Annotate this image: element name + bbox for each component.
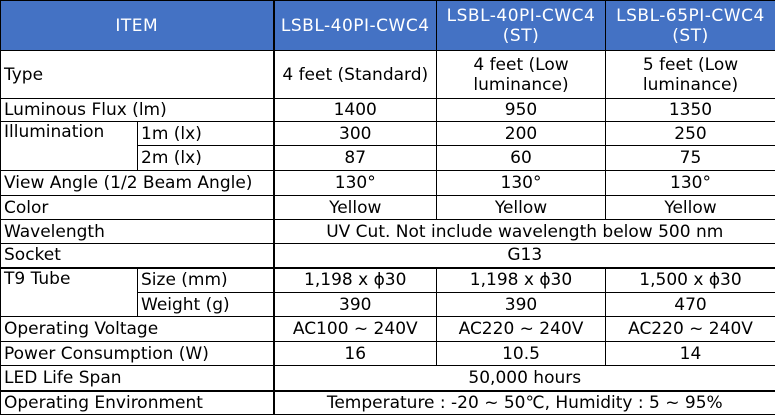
table-row: Luminous Flux (lm) 1400 950 1350 xyxy=(0,98,775,122)
cell: 250 xyxy=(605,121,775,146)
cell: 5 feet (Low luminance) xyxy=(605,50,775,99)
row-label: LED Life Span xyxy=(0,365,274,391)
row-label: View Angle (1/2 Beam Angle) xyxy=(0,170,274,196)
cell: 200 xyxy=(436,121,606,146)
row-label: Type xyxy=(0,50,274,99)
cell: 470 xyxy=(605,292,775,317)
row-label: Operating Voltage xyxy=(0,316,274,342)
cell: Yellow xyxy=(272,195,437,220)
table-row: Type 4 feet (Standard) 4 feet (Low lumin… xyxy=(0,50,775,99)
cell: 1,198 x ϕ30 xyxy=(436,267,606,293)
table-row: View Angle (1/2 Beam Angle) 130° 130° 13… xyxy=(0,170,775,196)
table-row: Color Yellow Yellow Yellow xyxy=(0,195,775,220)
cell: AC220 ~ 240V xyxy=(605,316,775,342)
table-row: 2m (lx) 87 60 75 xyxy=(1,145,775,171)
cell: 130° xyxy=(272,170,437,196)
cell: Temperature : -20 ~ 50℃, Humidity : 5 ~ … xyxy=(272,390,775,415)
table-row: Weight (g) 390 390 470 xyxy=(1,292,775,317)
cell: 75 xyxy=(605,145,775,171)
table-row: Wavelength UV Cut. Not include wavelengt… xyxy=(0,219,775,244)
cell: Yellow xyxy=(436,195,606,220)
cell: AC100 ~ 240V xyxy=(272,316,437,342)
cell: 390 xyxy=(436,292,606,317)
cell: G13 xyxy=(272,243,775,268)
table-row: Operating Environment Temperature : -20 … xyxy=(0,390,775,415)
cell: 14 xyxy=(605,341,775,366)
header-model-3: LSBL-65PI-CWC4 (ST) xyxy=(605,0,775,51)
table-row: LED Life Span 50,000 hours xyxy=(0,365,775,391)
table-row: T9 Tube Size (mm) 1,198 x ϕ30 1,198 x ϕ3… xyxy=(0,267,775,317)
row-label: Power Consumption (W) xyxy=(0,341,274,366)
sub-label: 1m (lx) xyxy=(137,121,274,146)
header-model-1: LSBL-40PI-CWC4 xyxy=(272,0,437,51)
table-row: Illumination 1m (lx) 300 200 250 xyxy=(0,121,775,171)
cell: AC220 ~ 240V xyxy=(436,316,606,342)
sub-label: Weight (g) xyxy=(137,292,274,317)
row-label: Operating Environment xyxy=(0,390,274,415)
cell: 16 xyxy=(272,341,437,366)
cell: UV Cut. Not include wavelength below 500… xyxy=(272,219,775,244)
header-item: ITEM xyxy=(0,0,274,51)
cell: 300 xyxy=(272,121,437,146)
cell: 87 xyxy=(272,145,437,171)
cell: Yellow xyxy=(605,195,775,220)
row-label: Socket xyxy=(0,243,274,268)
cell: 4 feet (Standard) xyxy=(272,50,437,99)
header-model-2: LSBL-40PI-CWC4 (ST) xyxy=(436,0,606,51)
sub-label: 2m (lx) xyxy=(137,145,274,171)
table-row: Socket G13 xyxy=(0,243,775,268)
cell: 60 xyxy=(436,145,606,171)
cell: 50,000 hours xyxy=(272,365,775,391)
row-label: Wavelength xyxy=(0,219,274,244)
table-row: Power Consumption (W) 16 10.5 14 xyxy=(0,341,775,366)
cell: 10.5 xyxy=(436,341,606,366)
cell: 1,198 x ϕ30 xyxy=(272,267,437,293)
table-row: Operating Voltage AC100 ~ 240V AC220 ~ 2… xyxy=(0,316,775,342)
row-label: Illumination xyxy=(0,121,138,171)
cell: 130° xyxy=(436,170,606,196)
cell: 1,500 x ϕ30 xyxy=(605,267,775,293)
cell: 130° xyxy=(605,170,775,196)
cell: 950 xyxy=(436,98,606,122)
cell: 1400 xyxy=(272,98,437,122)
cell: 4 feet (Low luminance) xyxy=(436,50,606,99)
row-label: Luminous Flux (lm) xyxy=(0,98,274,122)
row-label: Color xyxy=(0,195,274,220)
cell: 1350 xyxy=(605,98,775,122)
sub-label: Size (mm) xyxy=(137,267,274,293)
row-label: T9 Tube xyxy=(0,267,138,317)
cell: 390 xyxy=(272,292,437,317)
header-row: ITEM LSBL-40PI-CWC4 LSBL-40PI-CWC4 (ST) … xyxy=(0,0,775,51)
